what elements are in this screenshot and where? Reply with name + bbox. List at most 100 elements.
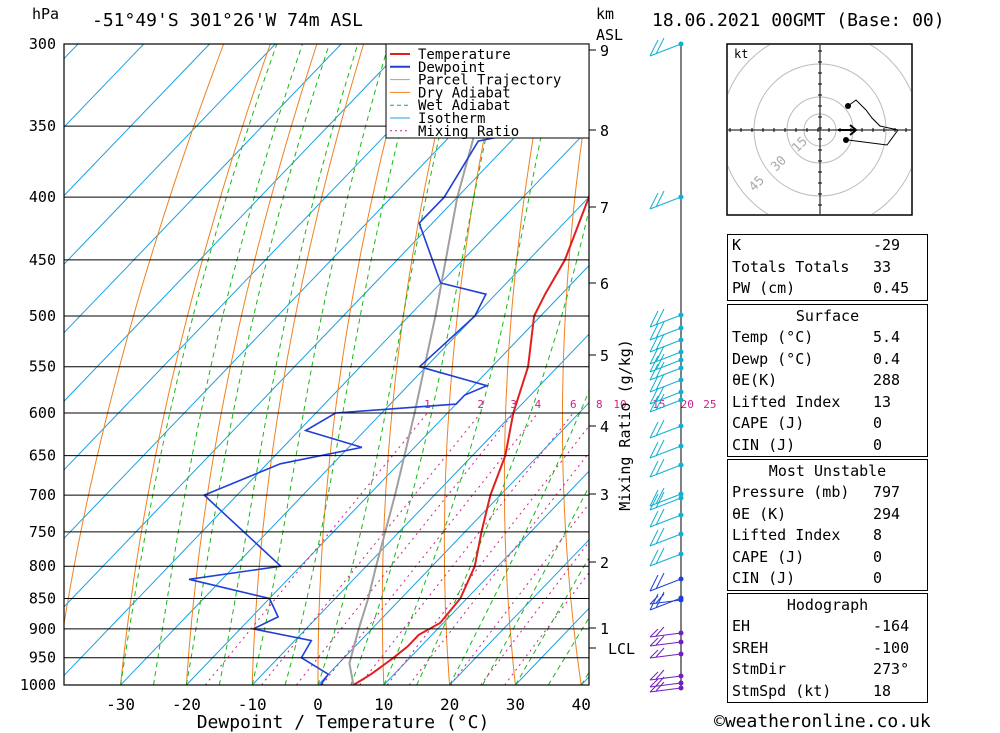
most-unstable-value: 0 bbox=[873, 547, 883, 566]
km-tick-label: 9 bbox=[600, 42, 609, 60]
indices-value: -29 bbox=[873, 236, 901, 254]
most-unstable-value: 294 bbox=[873, 504, 901, 523]
most-unstable-label: CAPE (J) bbox=[732, 547, 805, 566]
mixing-ratio-label: 25 bbox=[703, 398, 716, 411]
pressure-tick-label: 950 bbox=[29, 649, 56, 667]
hodograph-stats-label: EH bbox=[732, 617, 751, 635]
isotherm-line bbox=[64, 127, 589, 677]
surface-label: θE(K) bbox=[732, 371, 778, 389]
isotherm-line bbox=[64, 44, 408, 402]
most-unstable-table: Most Unstable Pressure (mb) 797 θE (K) 294 Li… bbox=[727, 459, 928, 591]
wind-barb bbox=[649, 572, 682, 592]
hodograph-stats-title: Hodograph bbox=[786, 596, 869, 614]
km-tick-label: 1 bbox=[600, 620, 609, 638]
wet-adiabat-line bbox=[185, 44, 330, 685]
hodograph-stats-table: Hodograph EH -164 SREH -100 StmDir 273° StmSpd … bbox=[727, 593, 928, 703]
wind-barb bbox=[649, 393, 682, 413]
pressure-tick-label: 800 bbox=[29, 557, 56, 575]
dry-adiabat-line bbox=[64, 44, 225, 627]
asl-label: ASL bbox=[596, 26, 624, 44]
hodograph-stats-row: StmDir 273° bbox=[728, 659, 927, 681]
wind-barb bbox=[649, 190, 682, 210]
wind-barb bbox=[649, 487, 682, 507]
pressure-tick-label: 700 bbox=[29, 486, 56, 504]
wet-adiabat-line bbox=[350, 44, 508, 685]
wind-barb bbox=[649, 647, 682, 659]
wind-barb bbox=[649, 439, 682, 459]
dry-adiabat-line bbox=[970, 26, 1000, 685]
hodograph-stats-value: 18 bbox=[873, 681, 892, 700]
mixing-ratio-label: 20 bbox=[681, 398, 694, 411]
hodograph-stats-row: StmSpd (kt) 18 bbox=[728, 681, 927, 703]
mixing-ratio-label: 4 bbox=[535, 398, 542, 411]
storm-motion-arrow bbox=[838, 124, 858, 136]
wet-adiabat-line bbox=[218, 44, 359, 685]
x-tick-label: 20 bbox=[440, 695, 459, 714]
wet-adiabat-line bbox=[284, 44, 424, 685]
plot-frame bbox=[63, 43, 590, 686]
dry-adiabat-line bbox=[562, 87, 589, 685]
most-unstable-row: CAPE (J) 0 bbox=[728, 547, 927, 569]
surface-row: Temp (°C) 5.4 bbox=[728, 327, 927, 349]
legend-entry: Temperature bbox=[418, 47, 511, 63]
wind-barb bbox=[649, 681, 682, 693]
pressure-tick-label: 750 bbox=[29, 523, 56, 541]
hodograph-stats-value: -100 bbox=[873, 638, 910, 657]
legend-entry: Dewpoint bbox=[418, 60, 485, 76]
wind-barb bbox=[649, 458, 682, 478]
dry-adiabat-line bbox=[185, 44, 318, 685]
surface-label: CAPE (J) bbox=[732, 414, 805, 432]
x-tick-label: -10 bbox=[238, 695, 267, 714]
most-unstable-label: Pressure (mb) bbox=[732, 483, 850, 501]
pressure-tick-label: 600 bbox=[29, 404, 56, 422]
pressure-tick-label: 1000 bbox=[20, 676, 56, 694]
legend-entry: Mixing Ratio bbox=[418, 124, 519, 140]
wind-barb bbox=[649, 547, 682, 567]
wet-adiabat-line bbox=[449, 389, 589, 685]
most-unstable-row: θE (K) 294 bbox=[728, 504, 927, 526]
hpa-label: hPa bbox=[32, 5, 60, 23]
wind-barb bbox=[649, 333, 682, 353]
isotherm-line bbox=[64, 44, 210, 197]
x-tick-label: -20 bbox=[172, 695, 201, 714]
mixing-ratio-line bbox=[386, 425, 589, 685]
km-tick-label: 2 bbox=[600, 554, 609, 572]
wind-barb bbox=[649, 527, 682, 547]
surface-title: Surface bbox=[795, 307, 860, 325]
surface-value: 0 bbox=[873, 414, 883, 432]
mixing-ratio-label: 6 bbox=[570, 398, 577, 411]
surface-value: 13 bbox=[873, 392, 892, 411]
indices-value: 33 bbox=[873, 257, 892, 276]
dry-adiabat-line bbox=[381, 44, 458, 685]
surface-value: 0 bbox=[873, 435, 883, 454]
credit-text: ©weatheronline.co.uk bbox=[714, 711, 931, 732]
isotherm-line bbox=[64, 44, 342, 334]
surface-row: Lifted Index 13 bbox=[728, 392, 927, 414]
mixing-ratio-label: 10 bbox=[613, 398, 626, 411]
dry-adiabat-line bbox=[503, 44, 551, 685]
km-tick-label: LCL bbox=[608, 640, 635, 658]
indices-label: Totals Totals bbox=[732, 257, 850, 276]
pressure-tick-label: 400 bbox=[29, 188, 56, 206]
most-unstable-label: θE (K) bbox=[732, 504, 787, 523]
wet-adiabat-line bbox=[482, 485, 589, 685]
wind-barb bbox=[649, 308, 682, 328]
isotherm-line bbox=[251, 333, 589, 685]
hodograph-stats-label: StmDir bbox=[732, 660, 787, 678]
surface-table: Surface Temp (°C) 5.4 Dewp (°C) 0.4 θE(K) 288 L… bbox=[727, 304, 928, 457]
pressure-tick-label: 850 bbox=[29, 589, 56, 607]
most-unstable-row: Lifted Index 8 bbox=[728, 525, 927, 547]
wet-adiabat-line bbox=[153, 44, 303, 685]
mixing-ratio-line bbox=[359, 412, 574, 685]
isotherm-line bbox=[186, 264, 589, 685]
hodograph-stats-value: -164 bbox=[873, 617, 910, 635]
mixing-ratio-label: 2 bbox=[477, 398, 484, 411]
most-unstable-value: 8 bbox=[873, 526, 883, 544]
most-unstable-row: CIN (J) 0 bbox=[728, 568, 927, 590]
legend-entry: Wet Adiabat bbox=[418, 98, 511, 114]
mixing-ratio-label: 3 bbox=[510, 398, 517, 411]
km-tick-label: 4 bbox=[600, 418, 609, 436]
dry-adiabat-line bbox=[923, 26, 1000, 685]
surface-value: 5.4 bbox=[873, 328, 901, 346]
